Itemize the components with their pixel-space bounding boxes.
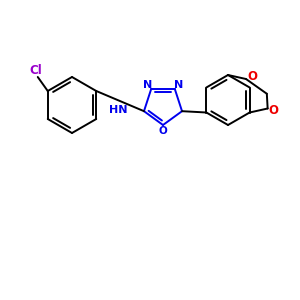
Text: N: N [174, 80, 183, 90]
Text: HN: HN [109, 105, 128, 115]
Text: Cl: Cl [29, 64, 42, 76]
Text: O: O [247, 70, 257, 83]
Text: O: O [159, 126, 167, 136]
Text: N: N [142, 80, 152, 90]
Text: O: O [269, 104, 279, 117]
